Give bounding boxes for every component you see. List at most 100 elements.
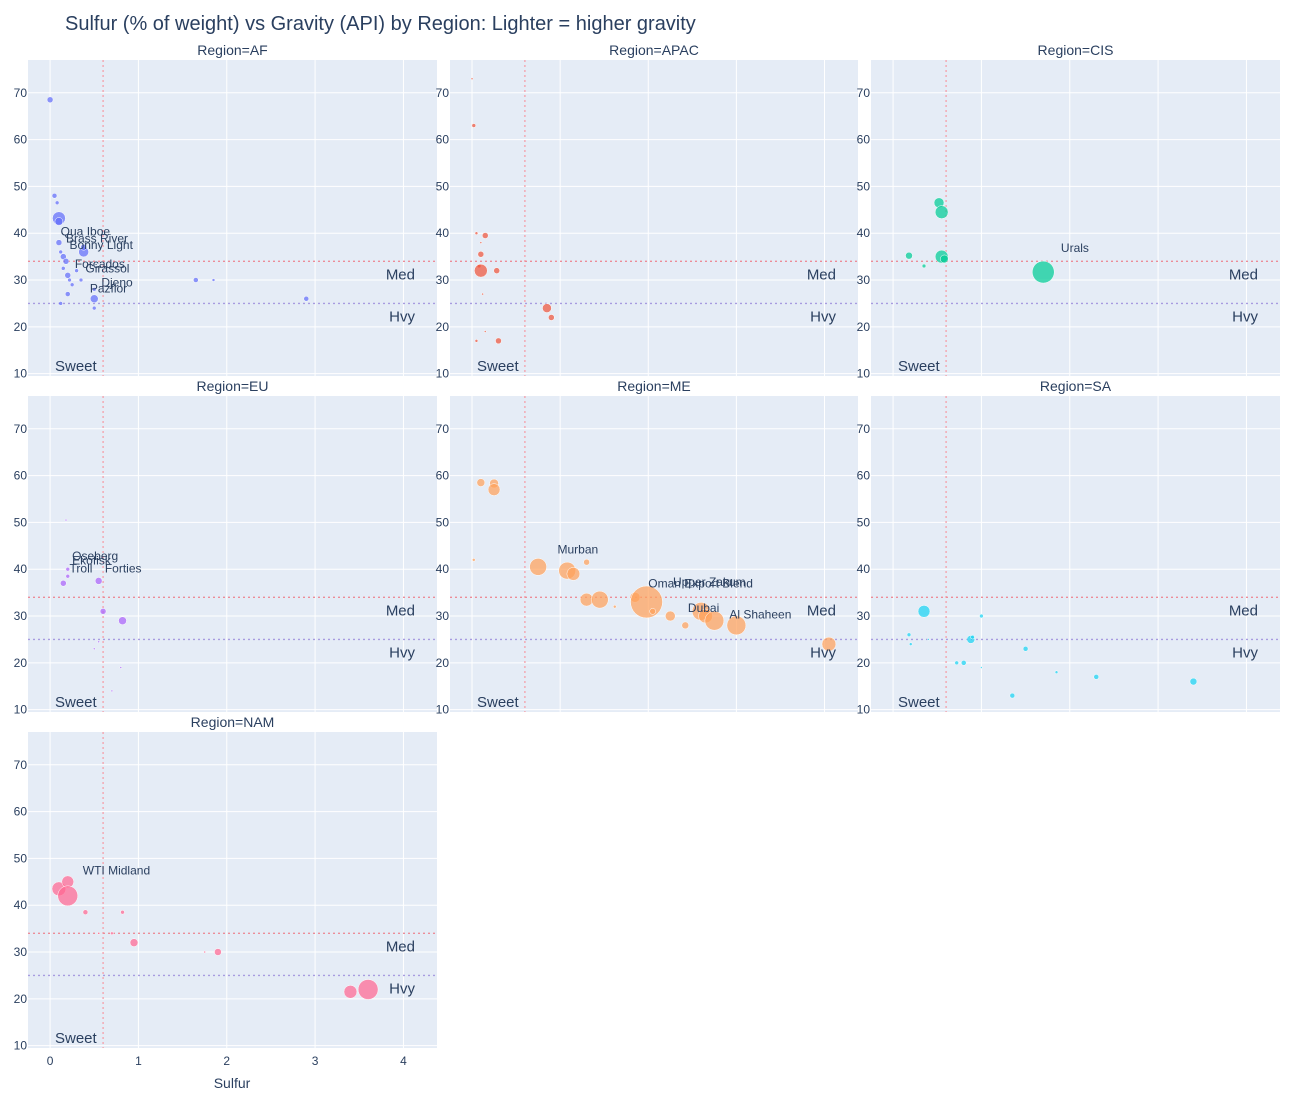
data-point[interactable] — [481, 292, 484, 296]
data-point[interactable] — [94, 577, 103, 585]
data-point[interactable] — [203, 950, 206, 954]
data-point[interactable] — [649, 608, 656, 615]
data-point[interactable] — [970, 634, 975, 640]
data-point[interactable] — [64, 518, 68, 522]
data-point[interactable] — [613, 604, 617, 609]
data-point[interactable] — [92, 305, 97, 311]
data-point[interactable] — [726, 615, 747, 636]
data-point[interactable] — [57, 885, 79, 907]
data-point[interactable] — [65, 291, 71, 297]
point-annotation: Troll — [70, 561, 93, 575]
data-point[interactable] — [681, 621, 690, 630]
data-point[interactable] — [110, 931, 114, 936]
data-point[interactable] — [120, 909, 125, 915]
data-point[interactable] — [211, 278, 216, 282]
data-point[interactable] — [1054, 670, 1059, 674]
data-point[interactable] — [74, 268, 79, 273]
data-point[interactable] — [921, 263, 927, 269]
data-point[interactable] — [470, 77, 474, 80]
data-point[interactable] — [54, 217, 64, 226]
data-point[interactable] — [474, 263, 488, 278]
data-point[interactable] — [110, 689, 114, 693]
data-point[interactable] — [118, 616, 127, 625]
data-point[interactable] — [479, 241, 483, 244]
data-point[interactable] — [78, 277, 84, 283]
data-point[interactable] — [129, 938, 139, 947]
data-point[interactable] — [474, 339, 479, 343]
data-point[interactable] — [474, 231, 479, 235]
data-point[interactable] — [61, 266, 66, 271]
y-tick-label: 50 — [857, 515, 871, 529]
data-point[interactable] — [93, 647, 96, 651]
data-point[interactable] — [214, 948, 222, 956]
medium-label: Med — [1229, 602, 1258, 619]
data-point[interactable] — [1189, 677, 1198, 686]
data-point[interactable] — [193, 277, 199, 283]
data-point[interactable] — [477, 251, 485, 258]
data-point[interactable] — [58, 301, 63, 306]
data-point[interactable] — [303, 296, 310, 302]
data-point[interactable] — [58, 249, 63, 255]
data-point[interactable] — [917, 605, 931, 618]
data-point[interactable] — [65, 573, 71, 579]
data-point[interactable] — [90, 294, 99, 304]
data-point[interactable] — [1032, 260, 1055, 284]
data-point[interactable] — [1093, 674, 1100, 680]
data-point[interactable] — [97, 640, 100, 644]
data-point[interactable] — [704, 610, 725, 631]
data-point[interactable] — [934, 205, 949, 219]
data-point[interactable] — [64, 272, 72, 279]
data-point[interactable] — [979, 613, 984, 619]
data-point[interactable] — [62, 258, 70, 265]
data-point[interactable] — [905, 251, 913, 260]
data-point[interactable] — [481, 232, 489, 239]
data-point[interactable] — [357, 979, 379, 1000]
data-point[interactable] — [1022, 646, 1029, 652]
data-point[interactable] — [97, 932, 100, 935]
data-point[interactable] — [954, 660, 959, 666]
data-point[interactable] — [591, 590, 609, 609]
data-point[interactable] — [471, 123, 477, 128]
data-point[interactable] — [476, 478, 486, 487]
data-point[interactable] — [927, 638, 930, 641]
data-point[interactable] — [1009, 692, 1016, 699]
heavy-label: Hvy — [1232, 644, 1258, 661]
data-point[interactable] — [909, 642, 913, 646]
data-point[interactable] — [548, 314, 555, 321]
data-point[interactable] — [495, 337, 502, 345]
data-point[interactable] — [487, 483, 501, 496]
data-point[interactable] — [119, 666, 123, 669]
data-point[interactable] — [51, 193, 58, 199]
data-point[interactable] — [566, 567, 581, 581]
data-point[interactable] — [980, 666, 983, 669]
data-point[interactable] — [529, 558, 547, 576]
data-point[interactable] — [55, 239, 63, 246]
data-point[interactable] — [65, 566, 71, 572]
plot-background — [28, 396, 437, 712]
data-point[interactable] — [583, 558, 590, 566]
data-point[interactable] — [343, 985, 358, 999]
data-point[interactable] — [82, 909, 89, 915]
data-point[interactable] — [630, 585, 663, 619]
data-point[interactable] — [92, 287, 97, 292]
data-point[interactable] — [60, 580, 67, 587]
data-point[interactable] — [821, 636, 837, 652]
y-tick-label: 10 — [436, 367, 450, 381]
data-point[interactable] — [906, 632, 912, 638]
data-point[interactable] — [67, 277, 72, 283]
data-point[interactable] — [961, 660, 967, 666]
data-point[interactable] — [99, 608, 107, 615]
data-point[interactable] — [46, 96, 54, 104]
data-point[interactable] — [665, 610, 676, 622]
data-point[interactable] — [472, 558, 476, 562]
data-point[interactable] — [542, 303, 552, 313]
data-point[interactable] — [493, 267, 500, 274]
data-point[interactable] — [80, 244, 87, 251]
data-point[interactable] — [940, 254, 949, 264]
data-point[interactable] — [483, 330, 487, 333]
data-point[interactable] — [69, 282, 75, 287]
data-point[interactable] — [54, 200, 60, 206]
y-tick-label: 20 — [14, 320, 28, 334]
